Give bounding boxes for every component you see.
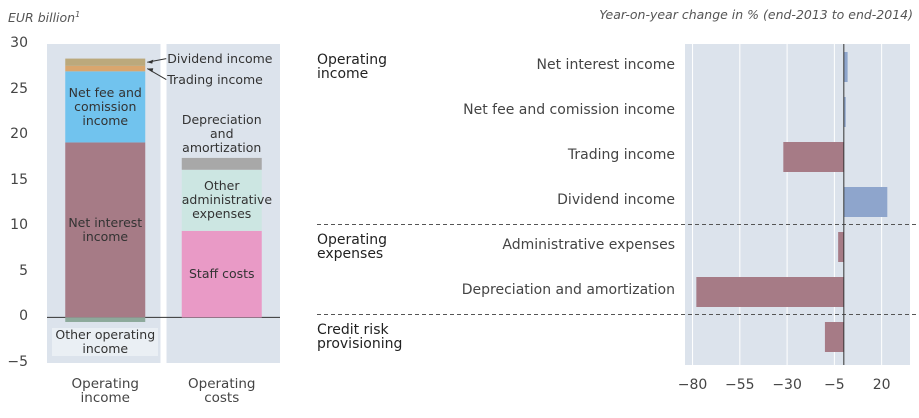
bar-segment — [65, 317, 146, 322]
segment-label: Other operating income — [52, 327, 159, 356]
bar — [696, 277, 844, 307]
y-axis-label: EUR billion1 — [8, 8, 80, 25]
footnote-mark: 1 — [75, 10, 81, 19]
bar-segment — [181, 157, 262, 170]
bar — [838, 232, 844, 262]
arrow-head — [147, 68, 154, 73]
bar-segment — [65, 71, 146, 143]
segment-label: Depreciation and amortization — [181, 111, 262, 155]
x-tick-label: −5 — [824, 377, 845, 393]
x-tick-label: Operating income — [71, 376, 140, 406]
bar — [843, 97, 846, 127]
bar-segment — [181, 169, 262, 231]
bar-segment — [181, 230, 262, 318]
bar-segment — [65, 65, 146, 72]
bar — [843, 52, 848, 82]
segment-label: Other administrative expenses — [181, 178, 273, 222]
y-tick-label: 10 — [10, 217, 28, 234]
segment-label: Net fee and comission income — [68, 84, 142, 128]
y-tick-label: 20 — [10, 126, 28, 143]
y-label-text: EUR billion — [8, 10, 76, 26]
x-tick-label: −30 — [772, 377, 802, 393]
bar-segment — [65, 58, 146, 66]
group-label: Operating income — [317, 52, 387, 82]
bar — [843, 187, 888, 217]
y-tick-label: 15 — [10, 171, 28, 188]
segment-label: Staff costs — [188, 266, 255, 282]
x-tick-label: Operating costs — [188, 376, 256, 406]
y-tick-label: 0 — [19, 308, 28, 325]
group-label: Operating expenses — [317, 232, 387, 262]
group-label: Credit risk provisioning — [317, 322, 403, 352]
y-tick-label: 25 — [10, 80, 28, 97]
y-tick-label: 5 — [19, 262, 28, 279]
subtitle: Year-on-year change in % (end-2013 to en… — [599, 7, 913, 22]
y-tick-label: Depreciation and amortization — [461, 282, 675, 298]
arrow-head — [147, 59, 154, 64]
y-tick-label: Trading income — [567, 147, 675, 163]
segment-label: Dividend income — [167, 50, 273, 66]
y-tick-label: 30 — [10, 35, 28, 51]
y-tick-label: Net fee and comission income — [463, 102, 675, 118]
x-tick-label: −55 — [725, 377, 755, 393]
segment-label: Trading income — [167, 71, 263, 87]
bar — [783, 142, 844, 172]
bar-segment — [65, 142, 146, 318]
y-tick-label: Administrative expenses — [502, 237, 675, 253]
y-tick-label: −5 — [7, 354, 28, 370]
bar — [824, 322, 844, 352]
x-tick-label: −80 — [677, 377, 708, 393]
y-tick-label: Dividend income — [557, 192, 675, 208]
x-tick-label: 20 — [872, 377, 891, 393]
segment-label: Net interest income — [68, 214, 143, 244]
y-tick-label: Net interest income — [536, 57, 675, 73]
